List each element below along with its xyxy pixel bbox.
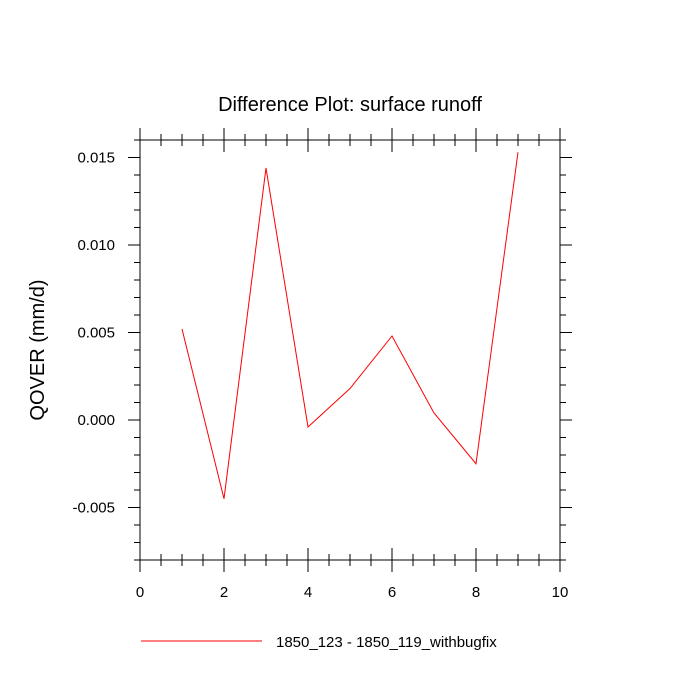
x-tick-label: 4 — [304, 584, 312, 601]
y-tick-label: 0.005 — [77, 325, 115, 342]
x-tick-label: 10 — [552, 584, 569, 601]
y-tick-label: -0.005 — [72, 500, 115, 517]
x-tick-label: 2 — [220, 584, 228, 601]
y-tick-label: 0.010 — [77, 237, 115, 254]
series-lines — [181, 152, 519, 499]
plot-frame — [139, 139, 561, 561]
x-tick-label: 0 — [136, 584, 144, 601]
y-axis-label: QOVER (mm/d) — [27, 279, 49, 420]
axis-ticks — [128, 128, 572, 572]
y-tick-label: 0.000 — [77, 412, 115, 429]
legend-label: 1850_123 - 1850_119_withbugfix — [276, 634, 497, 651]
x-tick-label: 6 — [388, 584, 396, 601]
chart-title: Difference Plot: surface runoff — [218, 94, 482, 116]
y-tick-label: 0.015 — [77, 150, 115, 167]
axis-tick-labels: 0 2 4 6 8 10 -0.005 0.000 0.005 0.010 0.015 — [72, 150, 568, 602]
series-line — [181, 152, 519, 499]
legend: 1850_123 - 1850_119_withbugfix — [141, 634, 497, 651]
x-tick-label: 8 — [472, 584, 480, 601]
